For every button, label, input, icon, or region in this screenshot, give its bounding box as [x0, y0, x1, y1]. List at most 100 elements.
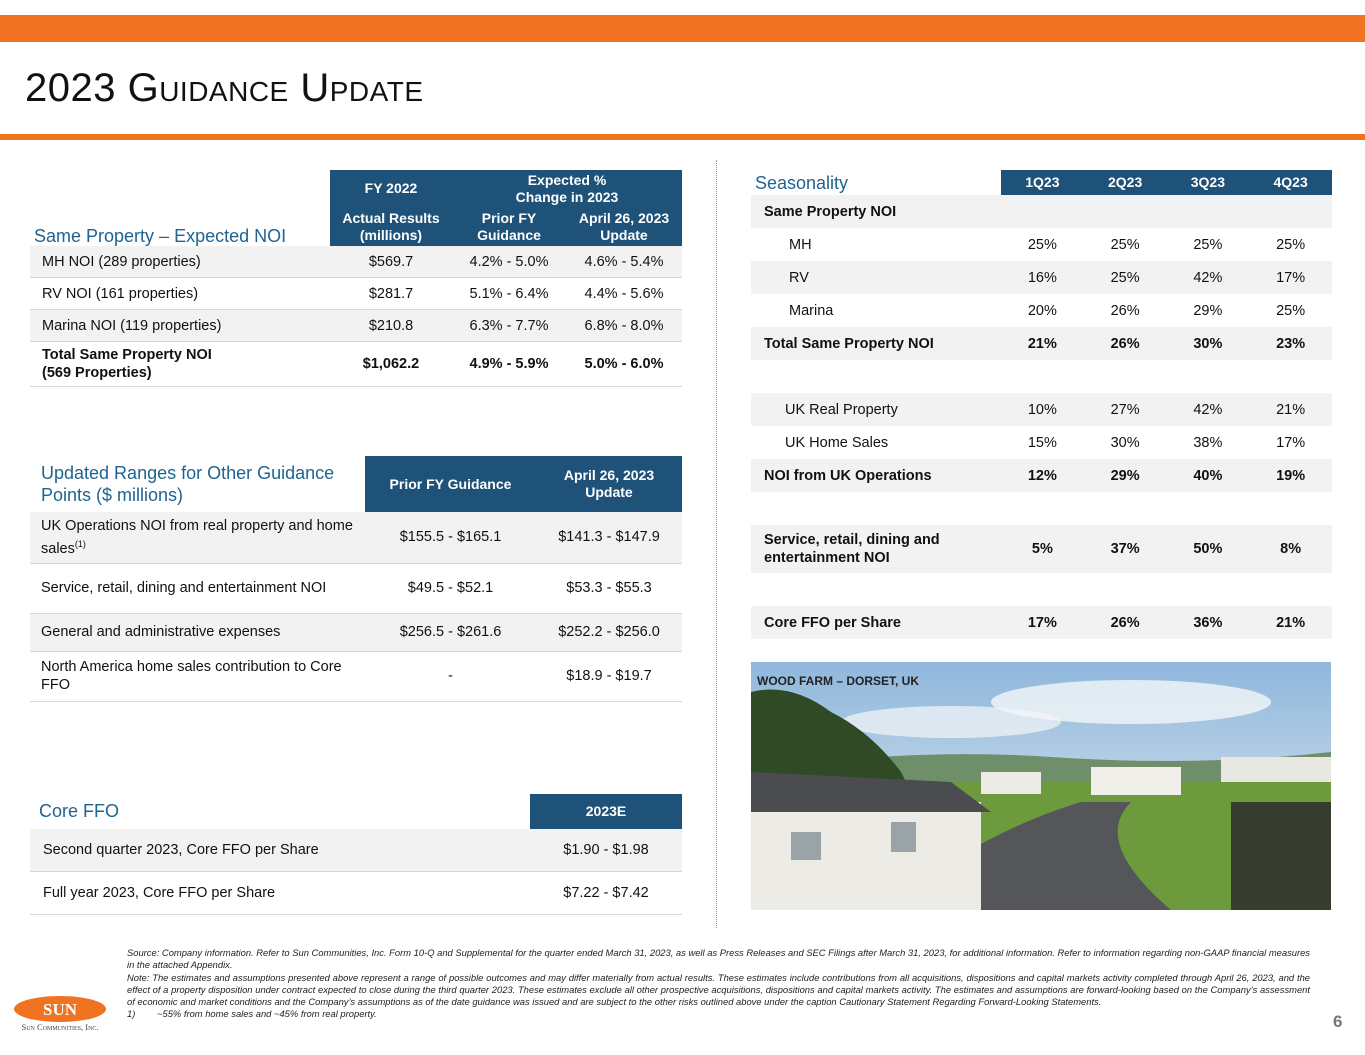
cell-value: 10%	[1027, 401, 1057, 418]
railing	[1231, 802, 1331, 910]
cell-value: $569.7	[368, 253, 414, 270]
window	[891, 822, 916, 852]
cell-value: 25%	[1276, 236, 1306, 253]
cell-value: 26%	[1110, 614, 1140, 631]
table-row: UK Home Sales 15% 30% 38% 17%	[751, 426, 1332, 459]
logo-name: SUN	[43, 1000, 78, 1019]
caravan	[981, 772, 1041, 794]
title-rule	[0, 134, 1365, 140]
table-row: RV 16% 25% 42% 17%	[751, 261, 1332, 294]
row-label-text: General and administrative expenses	[41, 624, 281, 641]
table-row: MH 25% 25% 25% 25%	[751, 228, 1332, 261]
table-body: Same Property NOI MH 25% 25% 25% 25% RV 16% 25% 4…	[751, 195, 1332, 639]
table-row: UK Real Property 10% 27% 42% 21%	[751, 393, 1332, 426]
row-label: MH	[789, 236, 812, 253]
table-title: Same Property – Expected NOI	[34, 226, 287, 246]
row-label: Total Same Property NOI (569 Properties)	[42, 347, 212, 381]
cloud	[991, 680, 1271, 724]
cell-value: 17%	[1276, 434, 1306, 451]
cell-value: 15%	[1027, 434, 1057, 451]
cell-value: 30%	[1110, 434, 1140, 451]
footnote-text: ~55% from home sales and ~45% from real …	[157, 1008, 377, 1020]
column-header: 3Q23	[1166, 170, 1250, 195]
cell-value: 27%	[1110, 401, 1140, 418]
row-label: North America home sales contribution to…	[30, 658, 365, 694]
cell-value: 4.4% - 5.6%	[584, 285, 664, 302]
cell-value: 25%	[1027, 236, 1057, 253]
row-label: RV	[789, 269, 809, 286]
roof	[751, 772, 991, 812]
cell-value: $1.90 - $1.98	[563, 842, 649, 858]
column-header: Prior FY Guidance	[365, 456, 536, 512]
cell-value: 5.0% - 6.0%	[584, 356, 664, 372]
cell-value: $256.5 - $261.6	[399, 624, 502, 641]
row-label-text: UK Operations NOI from real property and…	[41, 518, 353, 557]
table-body: Second quarter 2023, Core FFO per Share $…	[30, 829, 682, 915]
group-header: Expected % Change in 2023	[452, 170, 682, 207]
cell-value: $141.3 - $147.9	[558, 529, 660, 546]
cell-value: $18.9 - $19.7	[566, 668, 652, 685]
cell-value: 42%	[1193, 269, 1223, 286]
spacer-row	[751, 360, 1332, 393]
footnote-mark: (1)	[74, 539, 86, 549]
table-row: Total Same Property NOI (569 Properties)…	[30, 342, 682, 387]
cell-value: 40%	[1193, 467, 1223, 484]
cell-value: 25%	[1276, 302, 1306, 319]
row-label: UK Operations NOI from real property and…	[30, 517, 365, 558]
table-row: Full year 2023, Core FFO per Share $7.22 …	[30, 872, 682, 915]
cell-value: 17%	[1276, 269, 1306, 286]
photo-caption: WOOD FARM – DORSET, UK	[757, 674, 920, 688]
photo	[751, 662, 1331, 910]
row-label: Core FFO per Share	[764, 614, 901, 631]
cell-value: 37%	[1110, 541, 1140, 557]
cell-value: 29%	[1110, 467, 1140, 484]
divider	[716, 160, 717, 928]
cell-value: 50%	[1193, 541, 1223, 557]
column-header: April 26, 2023 Update	[566, 207, 682, 246]
table-row: Service, retail, dining and entertainmen…	[30, 564, 682, 614]
column-header: 2Q23	[1083, 170, 1167, 195]
column-header: April 26, 2023 Update	[536, 456, 682, 512]
table-row: NOI from UK Operations 12% 29% 40% 19%	[751, 459, 1332, 492]
table-row: North America home sales contribution to…	[30, 652, 682, 702]
row-label-text: North America home sales contribution to…	[41, 659, 342, 694]
cell-value: -	[448, 668, 453, 685]
table-body: MH NOI (289 properties) $569.7 4.2% - 5.0%…	[30, 246, 682, 387]
column-header: Actual Results (millions)	[330, 207, 452, 246]
page-number: 6	[1333, 1012, 1343, 1031]
disclaimer: Note: The estimates and assumptions pres…	[127, 971, 1310, 1008]
cell-value: $210.8	[368, 317, 414, 334]
row-label: General and administrative expenses	[30, 623, 365, 641]
cell-value: 6.8% - 8.0%	[584, 317, 664, 334]
row-label: UK Real Property	[785, 401, 898, 418]
cell-value: 36%	[1193, 614, 1223, 631]
cell-value: 6.3% - 7.7%	[469, 317, 549, 334]
row-label: Total Same Property NOI	[764, 335, 934, 352]
table-row: Core FFO per Share 17% 26% 36% 21%	[751, 606, 1332, 639]
window	[791, 832, 821, 860]
cell-value: 42%	[1193, 401, 1223, 418]
table-row: UK Operations NOI from real property and…	[30, 512, 682, 564]
footnote: 1) ~55% from home sales and ~45% from rea…	[127, 1008, 1310, 1020]
cell-value: $1,062.2	[362, 356, 420, 372]
table-row: Marina 20% 26% 29% 25%	[751, 294, 1332, 327]
table-title: Seasonality	[755, 173, 849, 193]
cell-value: 4.9% - 5.9%	[469, 356, 549, 372]
row-label: Marina	[789, 302, 834, 319]
source-note: Source: Company information. Refer to Su…	[127, 947, 1310, 971]
table-body: UK Operations NOI from real property and…	[30, 512, 682, 702]
cell-value: 16%	[1027, 269, 1057, 286]
logo-tagline: Sun Communities, Inc.	[21, 1022, 98, 1032]
row-label: UK Home Sales	[785, 434, 889, 451]
table-row: Total Same Property NOI 21% 26% 30% 23%	[751, 327, 1332, 360]
logo-mark	[14, 996, 106, 1022]
cell-value: 5.1% - 6.4%	[469, 285, 549, 302]
cell-value: 30%	[1193, 335, 1223, 352]
column-header: Prior FY Guidance	[452, 207, 566, 246]
logo: SUN Sun Communities, Inc.	[14, 996, 106, 1032]
cell-value: 21%	[1276, 614, 1306, 631]
spacer-row	[751, 492, 1332, 525]
row-label: Second quarter 2023, Core FFO per Share	[43, 842, 319, 858]
